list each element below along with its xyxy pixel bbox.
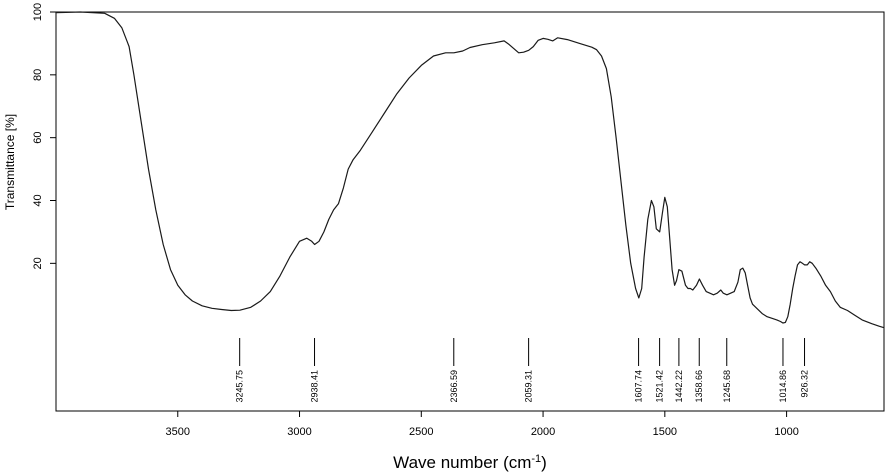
peak-label: 2059.31 xyxy=(524,370,534,403)
peak-label: 1014.86 xyxy=(778,370,788,403)
series-layer xyxy=(55,11,885,329)
y-tick-label: 20 xyxy=(32,257,44,269)
y-tick-label: 60 xyxy=(32,132,44,144)
peak-label: 2938.41 xyxy=(310,370,320,403)
x-tick-label: 3000 xyxy=(287,426,311,438)
x-tick-label: 1000 xyxy=(774,426,798,438)
plot-frame xyxy=(55,11,885,412)
peak-label: 2366.59 xyxy=(449,370,459,403)
y-tick-label: 40 xyxy=(32,194,44,206)
peak-label: 1521.42 xyxy=(655,370,665,403)
x-axis-label-main: Wave number (cm xyxy=(393,453,531,472)
y-tick-label: 100 xyxy=(32,3,44,21)
x-axis-label-end: ) xyxy=(541,453,547,472)
peak-label: 1245.68 xyxy=(722,370,732,403)
ticks-layer: 3500 3000 2500 2000 1500 1000 100 80 60 40 20 xyxy=(32,3,799,438)
peak-label: 1358.66 xyxy=(694,370,704,403)
y-tick-label: 80 xyxy=(32,69,44,81)
x-tick-label: 3500 xyxy=(166,426,190,438)
peak-label: 926.32 xyxy=(800,370,810,398)
peak-label: 1607.74 xyxy=(634,370,644,403)
peak-label: 1442.22 xyxy=(674,370,684,403)
x-tick-label: 1500 xyxy=(653,426,677,438)
x-axis-label: Wave number (cm-1) xyxy=(393,453,547,472)
peak-label: 3245.75 xyxy=(235,370,245,403)
x-tick-label: 2500 xyxy=(409,426,433,438)
x-axis-label-superscript: -1 xyxy=(531,453,541,465)
x-tick-label: 2000 xyxy=(531,426,555,438)
y-axis-label: Transmittance [%] xyxy=(3,114,17,210)
peaks-layer: 3245.75 2938.41 2366.59 2059.31 1607.74 1521.… xyxy=(235,338,810,403)
spectrum-line xyxy=(55,11,885,329)
